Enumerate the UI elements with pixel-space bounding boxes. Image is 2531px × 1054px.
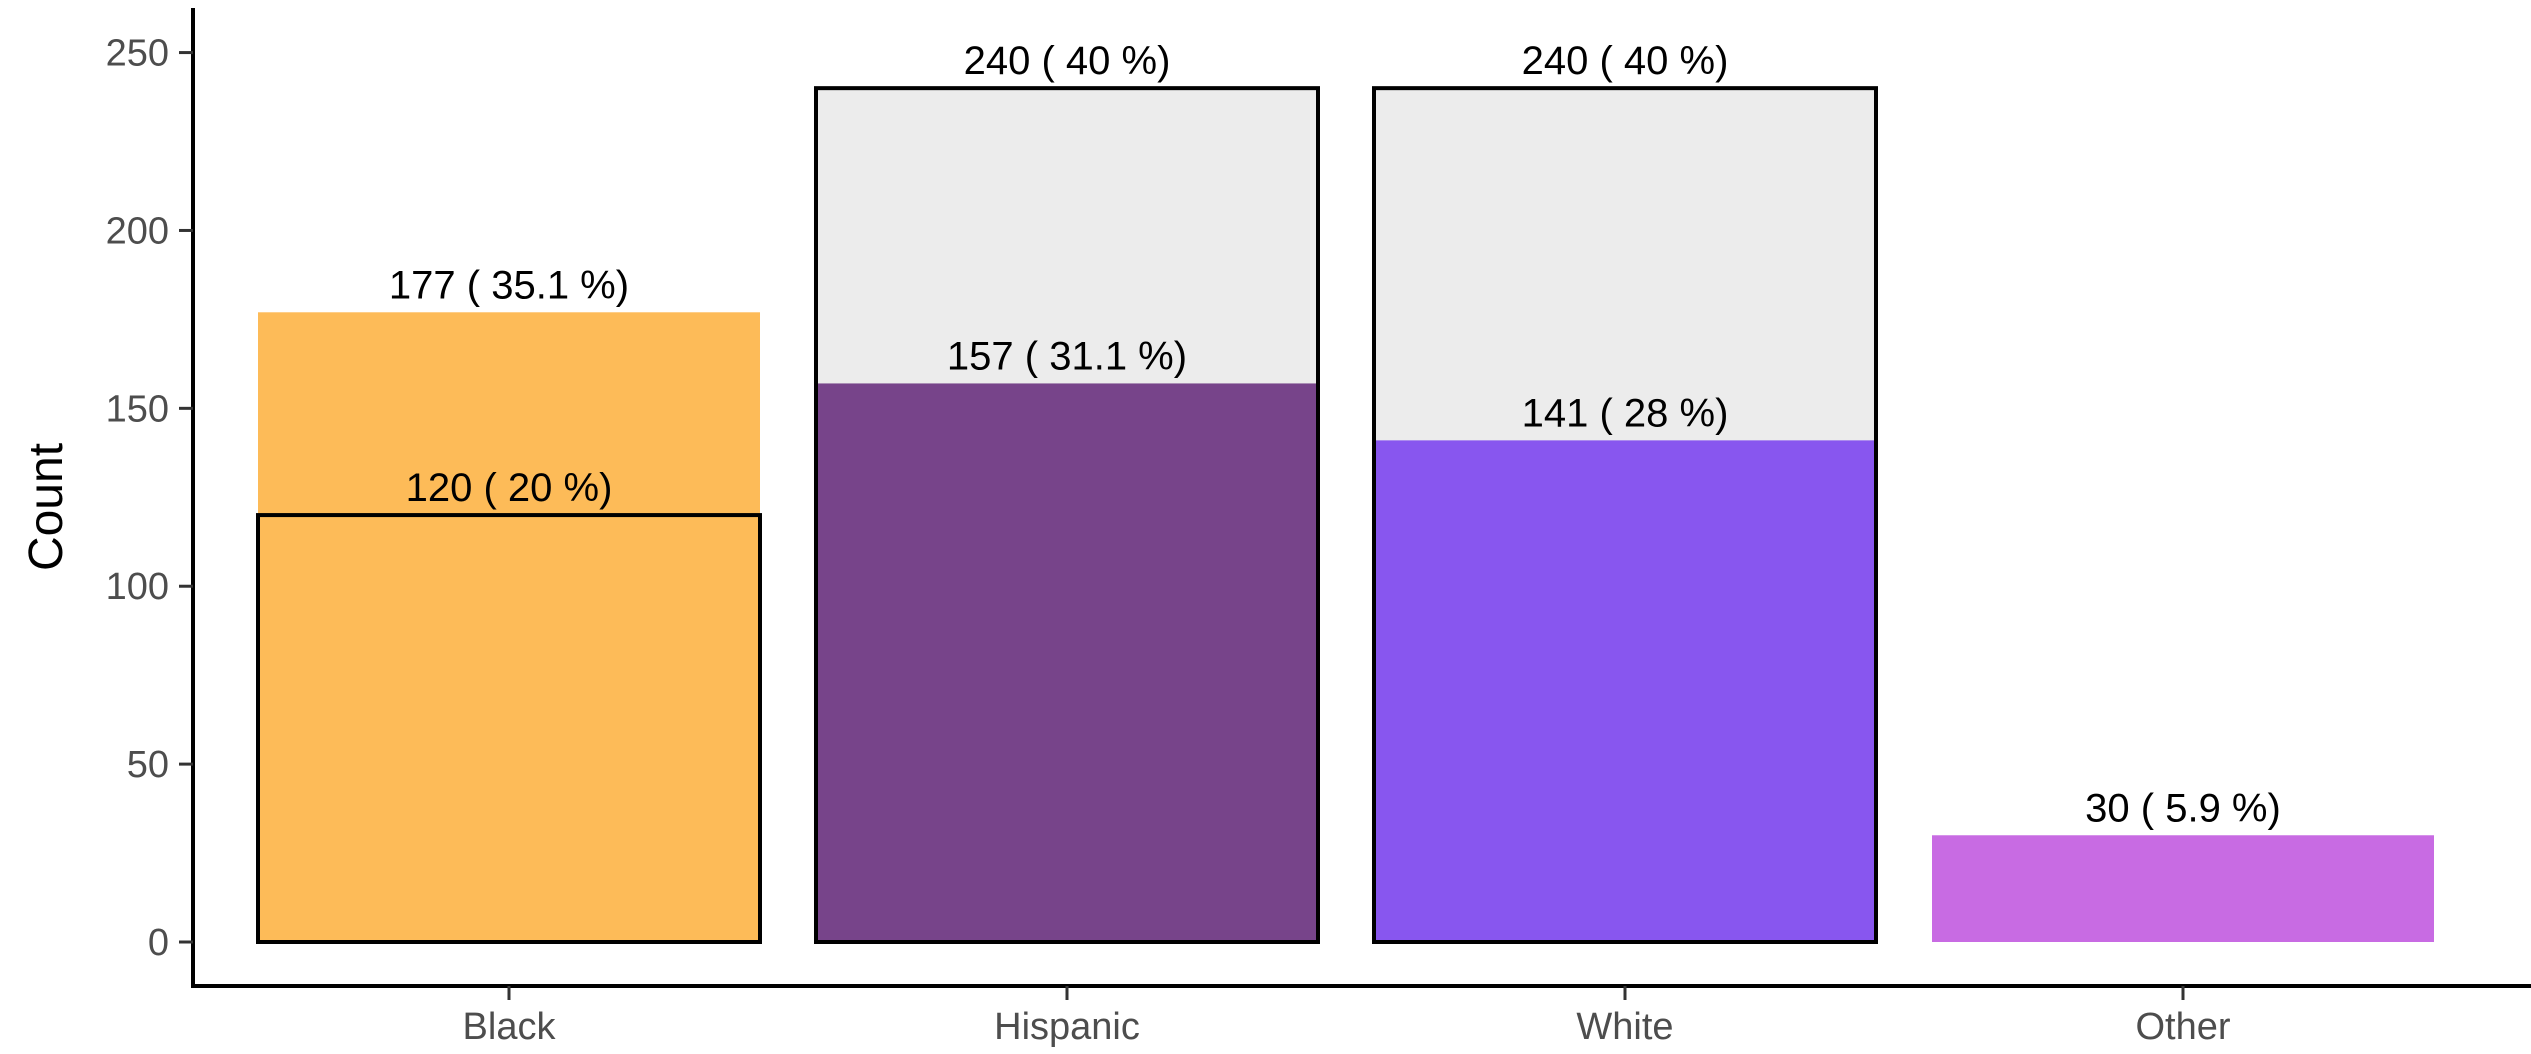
data-label: 120 ( 20 %) xyxy=(406,466,613,510)
y-tick-label: 0 xyxy=(148,922,169,964)
y-tick-label: 250 xyxy=(106,33,169,75)
outlined-bar xyxy=(1372,86,1878,945)
data-label: 157 ( 31.1 %) xyxy=(947,334,1187,378)
data-label: 30 ( 5.9 %) xyxy=(2085,786,2281,830)
labels-layer: 120 ( 20 %) 240 ( 40 %) 240 ( 40 %) 177 ( 3… xyxy=(389,39,2281,830)
x-tick-label: Hispanic xyxy=(994,1006,1140,1048)
x-tick-label: White xyxy=(1576,1006,1673,1048)
filled-bar xyxy=(1374,440,1876,942)
filled-bar xyxy=(816,383,1318,942)
data-label: 240 ( 40 %) xyxy=(1522,39,1729,83)
y-tick-label: 200 xyxy=(106,210,169,252)
axes-layer: 0 50 100 150 200 250 Black Hispanic White Other xyxy=(106,8,2531,1048)
y-tick-label: 50 xyxy=(127,744,169,786)
filled-bar xyxy=(258,312,760,942)
outlined-bar xyxy=(256,513,762,944)
y-tick-label: 150 xyxy=(106,388,169,430)
y-tick-label: 100 xyxy=(106,566,169,608)
data-label: 177 ( 35.1 %) xyxy=(389,263,629,307)
bars-layer xyxy=(256,86,2434,945)
filled-bar xyxy=(1932,835,2434,942)
outlined-bar xyxy=(814,86,1320,945)
data-label: 141 ( 28 %) xyxy=(1522,391,1729,435)
data-label: 240 ( 40 %) xyxy=(964,39,1171,83)
x-tick-label: Black xyxy=(463,1006,557,1048)
x-tick-label: Other xyxy=(2135,1006,2230,1048)
y-axis-title: Count xyxy=(20,443,73,571)
